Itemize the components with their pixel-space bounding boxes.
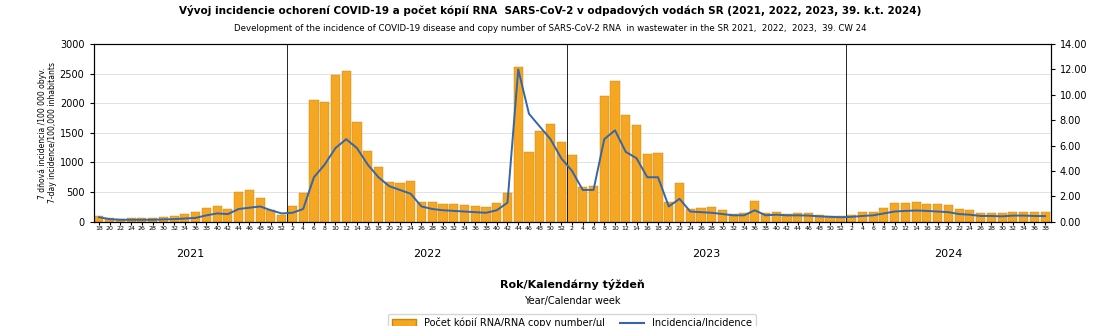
- Bar: [385, 182, 394, 222]
- Bar: [987, 213, 996, 222]
- Bar: [750, 201, 759, 222]
- Bar: [815, 215, 824, 222]
- Bar: [675, 183, 684, 222]
- Bar: [966, 210, 975, 222]
- Bar: [579, 187, 587, 222]
- Bar: [933, 204, 943, 222]
- Bar: [568, 155, 576, 222]
- Bar: [245, 190, 254, 222]
- Bar: [503, 193, 513, 222]
- Text: Vývoj incidencie ochorení COVID-19 a počet kópií RNA  SARS-CoV-2 v odpadových vo: Vývoj incidencie ochorení COVID-19 a poč…: [179, 5, 921, 16]
- Bar: [718, 210, 727, 222]
- Bar: [1030, 212, 1038, 222]
- Bar: [976, 213, 986, 222]
- Bar: [374, 167, 383, 222]
- Bar: [482, 207, 491, 222]
- Bar: [138, 218, 146, 222]
- Bar: [417, 201, 426, 222]
- Bar: [847, 215, 856, 222]
- Bar: [536, 131, 544, 222]
- Bar: [126, 218, 135, 222]
- Bar: [158, 217, 168, 222]
- Bar: [428, 202, 437, 222]
- Bar: [1019, 212, 1028, 222]
- Bar: [696, 208, 705, 222]
- Bar: [653, 153, 662, 222]
- Text: 2024: 2024: [934, 249, 962, 259]
- Bar: [912, 202, 921, 222]
- Bar: [106, 218, 114, 222]
- Bar: [460, 205, 469, 222]
- Bar: [525, 152, 533, 222]
- Bar: [922, 204, 932, 222]
- Bar: [901, 203, 910, 222]
- Bar: [342, 71, 351, 222]
- Bar: [191, 212, 200, 222]
- Bar: [944, 205, 953, 222]
- Y-axis label: 7 dňová incidencia /100 000 obyv.
7-day incidence/100,000 inhabitants: 7 dňová incidencia /100 000 obyv. 7-day …: [37, 62, 57, 203]
- Bar: [148, 218, 157, 222]
- Bar: [169, 216, 178, 222]
- Text: 2021: 2021: [176, 249, 205, 259]
- Legend: Počet kópií RNA/RNA copy number/μl, Incidencia/Incidence: Počet kópií RNA/RNA copy number/μl, Inci…: [388, 314, 756, 326]
- Bar: [739, 214, 749, 222]
- Bar: [255, 198, 265, 222]
- Bar: [761, 214, 770, 222]
- Bar: [858, 212, 867, 222]
- Bar: [546, 124, 556, 222]
- Bar: [212, 206, 222, 222]
- Bar: [804, 214, 813, 222]
- Bar: [793, 213, 802, 222]
- Bar: [998, 214, 1006, 222]
- Bar: [836, 216, 846, 222]
- Bar: [363, 151, 372, 222]
- Bar: [772, 212, 781, 222]
- Bar: [557, 142, 565, 222]
- Text: Year/Calendar week: Year/Calendar week: [524, 296, 620, 306]
- Bar: [955, 209, 964, 222]
- Bar: [439, 204, 448, 222]
- Bar: [1041, 212, 1049, 222]
- Bar: [879, 208, 889, 222]
- Bar: [309, 100, 319, 222]
- Bar: [514, 67, 522, 222]
- Bar: [631, 125, 641, 222]
- Bar: [277, 215, 286, 222]
- Bar: [449, 204, 459, 222]
- Bar: [234, 192, 243, 222]
- Text: Development of the incidence of COVID-19 disease and copy number of SARS-CoV-2 R: Development of the incidence of COVID-19…: [233, 24, 867, 34]
- Text: Rok/Kalendárny týždeň: Rok/Kalendárny týždeň: [499, 278, 645, 289]
- Bar: [890, 203, 899, 222]
- Text: 2022: 2022: [412, 249, 441, 259]
- Bar: [1009, 212, 1018, 222]
- Bar: [728, 214, 738, 222]
- Bar: [642, 154, 652, 222]
- Bar: [180, 214, 189, 222]
- Bar: [621, 115, 630, 222]
- Bar: [707, 207, 716, 222]
- Bar: [471, 206, 480, 222]
- Bar: [395, 183, 405, 222]
- Bar: [266, 210, 275, 222]
- Bar: [352, 122, 362, 222]
- Bar: [298, 193, 308, 222]
- Text: 2023: 2023: [692, 249, 720, 259]
- Bar: [588, 186, 598, 222]
- Bar: [95, 216, 103, 222]
- Bar: [782, 214, 792, 222]
- Bar: [201, 208, 211, 222]
- Bar: [492, 203, 502, 222]
- Bar: [869, 212, 878, 222]
- Bar: [610, 81, 619, 222]
- Bar: [406, 181, 416, 222]
- Bar: [223, 209, 232, 222]
- Bar: [288, 206, 297, 222]
- Bar: [116, 219, 125, 222]
- Bar: [825, 216, 835, 222]
- Bar: [331, 75, 340, 222]
- Bar: [320, 102, 329, 222]
- Bar: [600, 96, 608, 222]
- Bar: [664, 202, 673, 222]
- Bar: [685, 209, 695, 222]
